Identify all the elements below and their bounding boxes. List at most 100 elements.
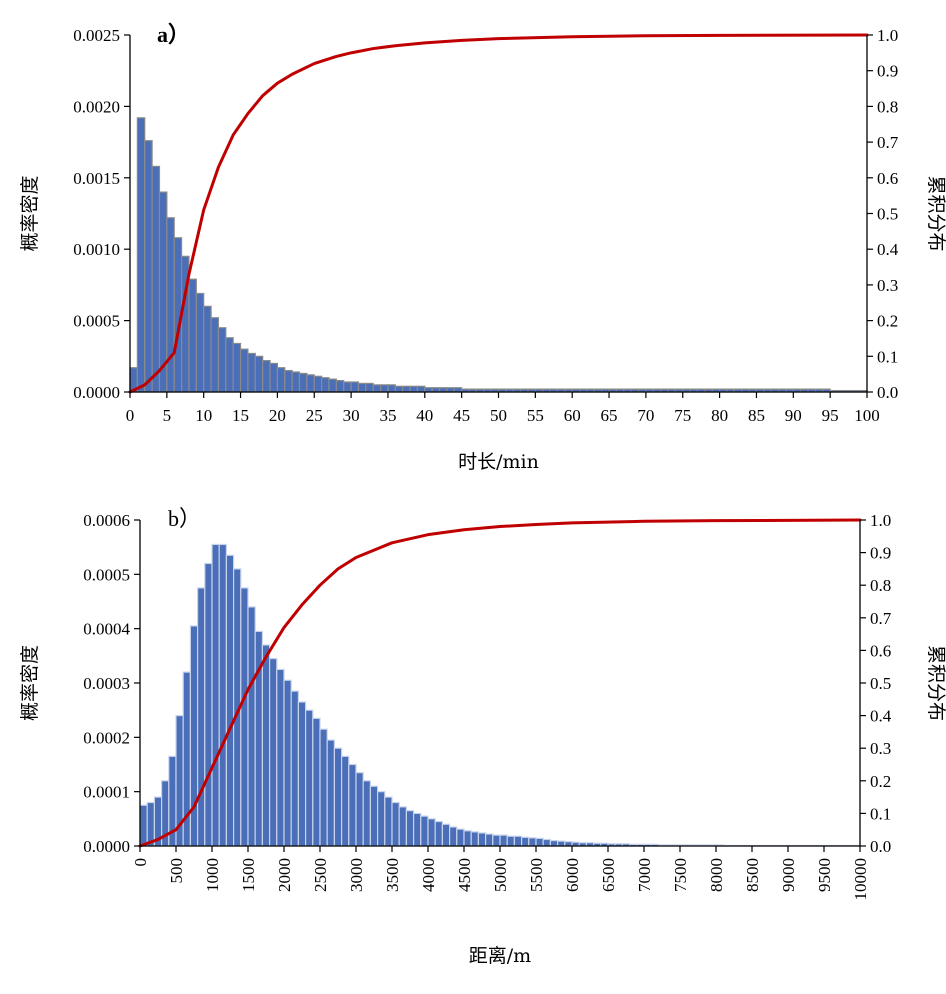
x-tick-label: 7000 [635,858,654,892]
histogram-bar [377,791,386,847]
x-tick-label: 4500 [455,858,474,892]
histogram-bar [195,292,205,393]
y2-tick-label: 0.7 [877,133,899,152]
histogram-bar [197,587,206,847]
histogram-bar [203,305,212,393]
y2-tick-label: 0.9 [870,544,891,563]
histogram-bar [151,165,161,393]
y-axis-title: 概率密度 [19,645,41,721]
histogram-bar [463,830,472,847]
x-tick-label: 1000 [203,858,222,892]
y2-tick-label: 1.0 [870,511,891,530]
x-tick-label: 8500 [743,858,762,892]
y-tick-label: 0.0020 [73,97,120,116]
x-tick-label: 65 [601,406,618,425]
histogram-bar [348,763,357,847]
histogram-bar [239,348,249,393]
x-tick-label: 85 [748,406,765,425]
x-tick-label: 1500 [239,858,258,892]
y2-tick-label: 0.7 [870,609,892,628]
histogram-bar [291,371,301,393]
x-tick-label: 25 [306,406,323,425]
histogram-bar [513,835,523,847]
histogram-bar [144,140,153,393]
y2-tick-label: 0.2 [870,772,891,791]
histogram-bar [372,384,382,393]
y-tick-label: 0.0004 [83,620,130,639]
y-tick-label: 0.0025 [73,26,120,45]
histogram-bar [217,327,227,393]
histogram-bar [413,812,422,847]
y2-tick-label: 0.1 [877,347,898,366]
histogram-bar [240,587,249,847]
x-tick-label: 500 [167,858,186,884]
histogram-bar [405,810,415,847]
histogram-bar [247,352,256,393]
x-tick-label: 3000 [347,858,366,892]
histogram-bar [218,543,227,847]
y-tick-label: 0.0003 [83,674,130,693]
x-tick-label: 0 [126,406,135,425]
x-tick-label: 5 [163,406,172,425]
histogram-bar [261,644,271,847]
x-tick-label: 30 [343,406,360,425]
histogram-bar [365,382,374,393]
x-tick-label: 70 [637,406,654,425]
y2-tick-label: 0.0 [877,383,898,402]
x-tick-label: 35 [379,406,396,425]
histogram-bar [427,818,436,847]
histogram-bar [313,375,323,393]
histogram-bar [520,836,530,847]
histogram-bar [189,625,199,847]
y2-tick-label: 0.0 [870,837,891,856]
histogram-bar [305,709,314,847]
x-tick-label: 6000 [563,858,582,892]
histogram-bar [398,806,408,847]
histogram-bar [306,374,315,393]
y-tick-label: 0.0000 [73,383,120,402]
y2-axis-title: 累积分布 [925,175,946,251]
histogram-bar [549,839,559,847]
x-tick-label: 8000 [707,858,726,892]
x-tick-label: 9000 [779,858,798,892]
histogram-bar [247,606,256,847]
y2-tick-label: 0.9 [877,62,898,81]
cdf-line [138,518,862,848]
y2-tick-label: 0.2 [877,312,898,331]
histogram-bar [188,278,197,393]
panel-label: a） [157,22,190,47]
x-tick-label: 10000 [851,858,870,901]
y2-tick-label: 0.1 [870,804,891,823]
x-tick-label: 0 [131,858,150,867]
x-tick-label: 40 [416,406,433,425]
histogram-bar [357,382,367,393]
x-tick-label: 4000 [419,858,438,892]
panel-label: b） [168,506,201,531]
histogram-bar [210,317,220,393]
histogram-bar [449,826,458,847]
histogram-bar [139,804,148,847]
histogram-bar [262,359,271,393]
y2-tick-label: 0.4 [877,240,899,259]
x-tick-label: 2500 [311,858,330,892]
histogram-bar [232,342,242,393]
x-axis-title: 距离/m [469,945,531,967]
histogram-bar [166,217,175,393]
histogram-bar [284,369,293,393]
y2-tick-label: 0.6 [870,641,891,660]
x-tick-label: 10 [195,406,212,425]
x-tick-label: 45 [453,406,470,425]
x-tick-label: 75 [674,406,691,425]
x-tick-label: 100 [854,406,880,425]
y-tick-label: 0.0001 [83,783,130,802]
y-tick-label: 0.0006 [83,511,130,530]
y2-tick-label: 0.8 [870,576,891,595]
histogram-bar [542,838,552,847]
histogram-bar [470,831,480,847]
histogram-bar [343,381,352,393]
histogram-bars [139,543,861,847]
x-tick-label: 50 [490,406,507,425]
histogram-bar [312,717,321,847]
y2-tick-label: 0.8 [877,97,898,116]
